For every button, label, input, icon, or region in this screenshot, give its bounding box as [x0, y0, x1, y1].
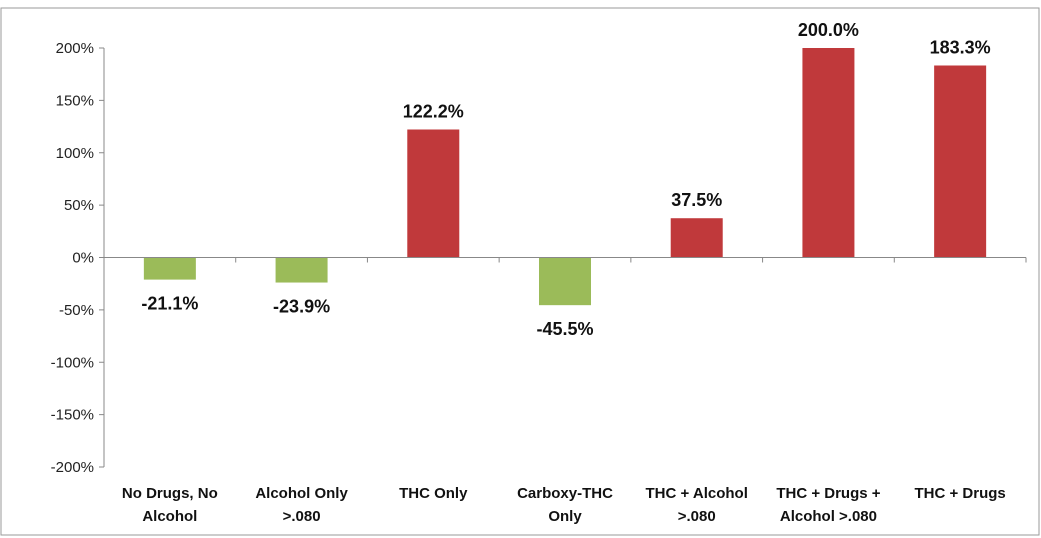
y-tick-label: 150%: [56, 92, 94, 109]
category-label: Alcohol: [142, 508, 197, 525]
data-label: 183.3%: [930, 37, 991, 57]
category-label: Only: [548, 508, 582, 525]
data-label: -21.1%: [141, 294, 198, 314]
bar: [670, 218, 723, 258]
data-label: 200.0%: [798, 20, 859, 40]
y-tick-label: 50%: [64, 197, 94, 214]
data-label: -23.9%: [273, 297, 330, 317]
category-label: >.080: [283, 508, 321, 525]
category-labels: No Drugs, No Alcohol Alcohol Only >.080 THC …: [122, 485, 1006, 525]
data-labels: -21.1% -23.9% 122.2% -45.5% 37.5% 200.0% 183.3…: [141, 20, 990, 339]
y-tick-label: -200%: [51, 459, 94, 476]
bar: [934, 65, 987, 258]
y-tick-label: -100%: [51, 354, 94, 371]
bar: [802, 48, 855, 258]
category-label: THC + Drugs +: [776, 485, 880, 502]
y-tick-label: -50%: [59, 302, 94, 319]
category-label: THC + Drugs: [915, 485, 1006, 502]
category-label: >.080: [678, 508, 716, 525]
data-label: -45.5%: [536, 319, 593, 339]
bar: [275, 257, 328, 283]
bar: [143, 257, 196, 280]
y-axis: 200% 150% 100% 50% 0% -50% -100% -150% -200%: [51, 40, 105, 476]
category-label: Alcohol >.080: [780, 508, 877, 525]
data-label: 37.5%: [671, 190, 722, 210]
category-label: THC Only: [399, 485, 468, 502]
y-tick-label: -150%: [51, 407, 94, 424]
chart-frame: [0, 7, 1040, 536]
bars: [143, 48, 987, 306]
data-label: 122.2%: [403, 101, 464, 121]
y-tick-label: 0%: [72, 250, 94, 267]
category-label: No Drugs, No: [122, 485, 218, 502]
y-tick-label: 100%: [56, 145, 94, 162]
bar: [539, 257, 591, 306]
y-tick-label: 200%: [56, 40, 94, 57]
category-label: Alcohol Only: [255, 485, 348, 502]
x-axis: [103, 257, 1027, 263]
category-label: Carboxy-THC: [517, 485, 613, 502]
category-label: THC + Alcohol: [646, 485, 748, 502]
bar: [407, 129, 460, 258]
